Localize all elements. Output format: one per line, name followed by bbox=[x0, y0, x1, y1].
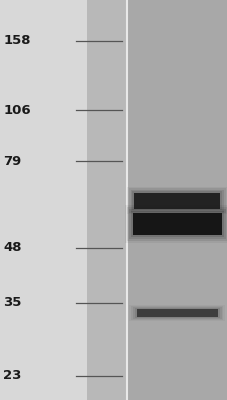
Bar bbox=[0, 0, 86, 400]
Bar bbox=[126, 0, 227, 400]
Bar bbox=[136, 309, 217, 318]
Text: 48: 48 bbox=[3, 242, 22, 254]
Bar bbox=[128, 209, 225, 239]
Bar bbox=[132, 213, 221, 235]
Bar bbox=[130, 211, 223, 237]
Bar bbox=[127, 207, 226, 241]
Bar bbox=[134, 308, 219, 318]
Bar bbox=[133, 193, 220, 209]
Bar bbox=[130, 190, 223, 212]
Bar bbox=[86, 0, 126, 400]
Bar bbox=[128, 188, 225, 213]
Bar bbox=[129, 306, 224, 320]
Bar bbox=[133, 307, 221, 319]
Text: 23: 23 bbox=[3, 369, 22, 382]
Text: 106: 106 bbox=[3, 104, 31, 117]
Bar bbox=[132, 191, 221, 210]
Text: 35: 35 bbox=[3, 296, 22, 309]
Bar bbox=[131, 306, 222, 320]
Text: 79: 79 bbox=[3, 155, 22, 168]
Text: 158: 158 bbox=[3, 34, 31, 48]
Bar bbox=[126, 187, 227, 214]
Bar bbox=[125, 205, 227, 243]
